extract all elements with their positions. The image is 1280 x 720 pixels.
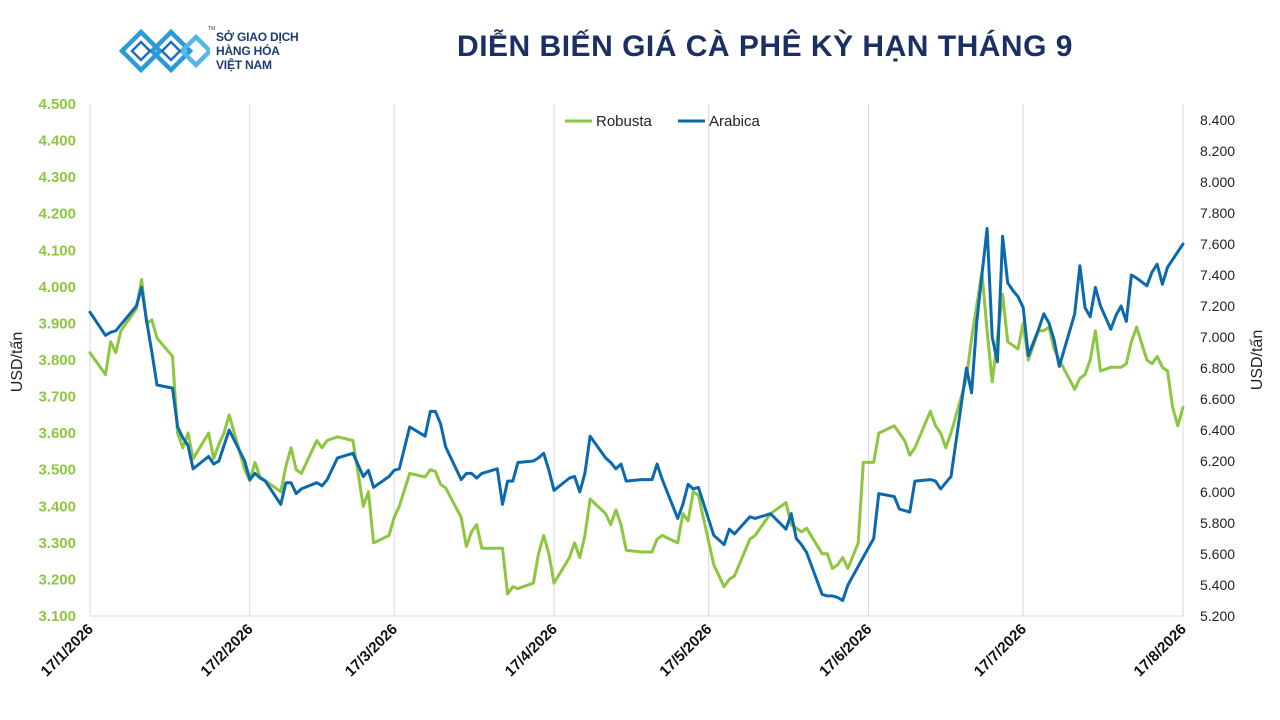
logo-trademark: TM: [208, 26, 216, 32]
left-tick-label: 4.200: [38, 206, 76, 223]
right-tick-label: 7.800: [1200, 205, 1235, 221]
right-axis-label: USD/tấn: [1249, 330, 1266, 390]
right-tick-label: 6.000: [1200, 484, 1235, 500]
right-tick-label: 5.800: [1200, 515, 1235, 531]
right-tick-label: 5.200: [1200, 608, 1235, 624]
logo: SỞ GIAO DỊCH HÀNG HÓA VIỆT NAM TM: [118, 26, 318, 76]
right-tick-label: 8.200: [1200, 143, 1235, 159]
series-line-arabica: [88, 227, 1185, 602]
grid-lines: [89, 104, 1184, 616]
left-axis-label: USD/tấn: [9, 332, 26, 392]
right-tick-label: 6.400: [1200, 422, 1235, 438]
right-tick-label: 6.200: [1200, 453, 1235, 469]
left-tick-label: 4.300: [38, 169, 76, 186]
left-tick-label: 3.700: [38, 389, 76, 406]
x-tick-label: 17/4/2026: [502, 621, 561, 680]
right-tick-label: 8.400: [1200, 112, 1235, 128]
legend-robusta-label: Robusta: [596, 113, 653, 130]
x-tick-label: 17/2/2026: [197, 621, 256, 680]
logo-text: SỞ GIAO DỊCH HÀNG HÓA VIỆT NAM: [216, 30, 299, 72]
left-tick-label: 4.100: [38, 242, 76, 259]
legend-arabica-label: Arabica: [709, 113, 761, 130]
x-tick-label: 17/8/2026: [1131, 621, 1190, 680]
chart-title: DIỄN BIẾN GIÁ CÀ PHÊ KỲ HẠN THÁNG 9: [457, 30, 1073, 63]
logo-line-2: HÀNG HÓA: [216, 44, 280, 58]
logo-line-3: VIỆT NAM: [216, 58, 272, 72]
left-tick-label: 3.500: [38, 462, 76, 479]
legend: Robusta Arabica: [565, 113, 761, 130]
right-tick-label: 7.000: [1200, 329, 1235, 345]
x-tick-label: 17/6/2026: [816, 621, 875, 680]
left-tick-label: 3.900: [38, 315, 76, 332]
left-tick-label: 4.400: [38, 133, 76, 150]
series-lines: [88, 227, 1185, 602]
right-tick-label: 7.400: [1200, 267, 1235, 283]
right-tick-label: 7.200: [1200, 298, 1235, 314]
left-tick-label: 3.200: [38, 571, 76, 588]
left-tick-label: 3.100: [38, 608, 76, 625]
x-tick-label: 17/5/2026: [656, 621, 715, 680]
logo-mark-icon: [118, 28, 210, 74]
left-tick-label: 3.600: [38, 425, 76, 442]
right-tick-label: 5.600: [1200, 546, 1235, 562]
left-tick-label: 3.800: [38, 352, 76, 369]
left-tick-label: 4.500: [38, 96, 76, 113]
right-tick-label: 7.600: [1200, 236, 1235, 252]
left-tick-label: 3.400: [38, 498, 76, 515]
left-tick-label: 3.300: [38, 535, 76, 552]
logo-line-1: SỞ GIAO DỊCH: [216, 30, 299, 44]
series-line-robusta: [88, 270, 1185, 596]
x-tick-label: 17/7/2026: [971, 621, 1030, 680]
right-tick-label: 6.600: [1200, 391, 1235, 407]
right-tick-label: 5.400: [1200, 577, 1235, 593]
right-tick-label: 8.000: [1200, 174, 1235, 190]
left-axis-ticks: 3.100 3.200 3.300 3.400 3.500 3.600 3.700 3.800…: [38, 96, 76, 625]
right-tick-label: 6.800: [1200, 360, 1235, 376]
left-tick-label: 4.000: [38, 279, 76, 296]
x-axis-ticks: 17/1/2026 17/2/2026 17/3/2026 17/4/2026 17/5…: [38, 621, 1190, 680]
right-axis-ticks: 5.200 5.400 5.600 5.800 6.000 6.200 6.400 6.600…: [1200, 112, 1235, 624]
x-tick-label: 17/3/2026: [342, 621, 401, 680]
x-tick-label: 17/1/2026: [38, 621, 97, 680]
